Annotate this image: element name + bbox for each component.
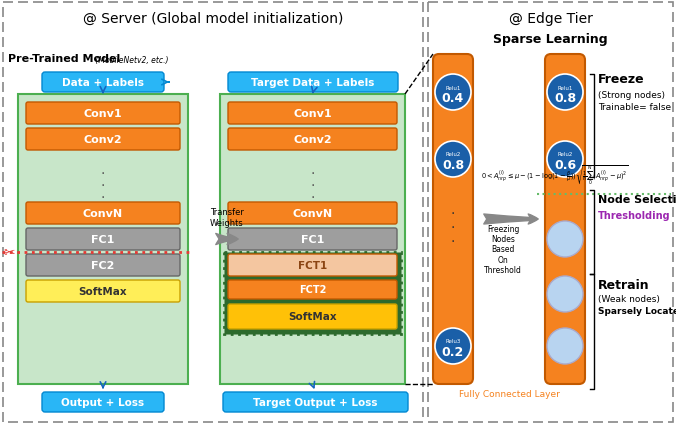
Text: Freezing
Nodes
Based
On
Threshold: Freezing Nodes Based On Threshold	[484, 224, 522, 275]
FancyBboxPatch shape	[228, 129, 397, 151]
Text: Conv2: Conv2	[84, 135, 122, 145]
Text: 0.2: 0.2	[442, 346, 464, 359]
Text: Relu2: Relu2	[445, 152, 460, 157]
Text: FC2: FC2	[91, 261, 115, 270]
Circle shape	[435, 328, 471, 364]
FancyBboxPatch shape	[545, 55, 585, 384]
Text: (Strong nodes): (Strong nodes)	[598, 91, 665, 100]
Circle shape	[547, 276, 583, 312]
Text: 0.4: 0.4	[442, 92, 464, 105]
Text: .: .	[451, 230, 455, 244]
FancyBboxPatch shape	[224, 252, 401, 334]
Text: Conv2: Conv2	[293, 135, 332, 145]
Text: (Weak nodes): (Weak nodes)	[598, 294, 660, 303]
Text: Fully Connected Layer: Fully Connected Layer	[458, 390, 560, 399]
FancyBboxPatch shape	[26, 280, 180, 302]
Text: Relu2: Relu2	[557, 152, 573, 157]
Text: Conv1: Conv1	[293, 109, 332, 119]
Text: .: .	[310, 162, 315, 177]
Text: ConvN: ConvN	[83, 208, 123, 219]
FancyBboxPatch shape	[428, 3, 673, 422]
Text: SoftMax: SoftMax	[78, 286, 127, 297]
Circle shape	[547, 222, 583, 258]
Text: 0.8: 0.8	[554, 92, 576, 105]
FancyBboxPatch shape	[26, 202, 180, 225]
FancyBboxPatch shape	[228, 280, 397, 299]
Circle shape	[547, 328, 583, 364]
Circle shape	[547, 141, 583, 177]
Text: $0 < A_{nrp}^{(i)} \leq \mu-(1-\log(1-\frac{\beta}{\mu}))\sqrt{\frac{1}{n}\sum_{: $0 < A_{nrp}^{(i)} \leq \mu-(1-\log(1-\f…	[481, 163, 629, 187]
FancyBboxPatch shape	[26, 129, 180, 151]
Text: FC1: FC1	[301, 234, 324, 244]
Text: @ Edge Tier: @ Edge Tier	[508, 12, 592, 26]
Text: Freeze: Freeze	[598, 73, 645, 86]
Text: Relu1: Relu1	[445, 85, 460, 90]
Text: FCT2: FCT2	[299, 285, 327, 295]
FancyBboxPatch shape	[433, 55, 473, 384]
Text: 0.6: 0.6	[554, 159, 576, 172]
Text: ConvN: ConvN	[293, 208, 333, 219]
Text: Output + Loss: Output + Loss	[62, 397, 145, 407]
Text: @ Server (Global model initialization): @ Server (Global model initialization)	[83, 12, 343, 26]
FancyBboxPatch shape	[42, 73, 164, 93]
FancyBboxPatch shape	[220, 95, 405, 384]
Text: Relu1: Relu1	[557, 85, 573, 90]
FancyBboxPatch shape	[26, 229, 180, 251]
Text: Pre-Trained Model: Pre-Trained Model	[8, 54, 120, 64]
Text: Conv1: Conv1	[84, 109, 122, 119]
Text: Sparsely Located: Sparsely Located	[598, 306, 676, 315]
FancyBboxPatch shape	[223, 392, 408, 412]
Text: SoftMax: SoftMax	[288, 312, 337, 322]
FancyBboxPatch shape	[228, 73, 398, 93]
Circle shape	[435, 75, 471, 111]
FancyBboxPatch shape	[228, 254, 397, 276]
Text: (MobileNetv2, etc.): (MobileNetv2, etc.)	[93, 55, 168, 64]
Text: Sparse Learning: Sparse Learning	[493, 32, 608, 46]
Text: Thresholding: Thresholding	[598, 211, 671, 220]
Text: Target Data + Labels: Target Data + Labels	[251, 78, 375, 88]
Text: .: .	[101, 187, 105, 201]
FancyBboxPatch shape	[26, 254, 180, 276]
Text: ✂: ✂	[3, 245, 15, 259]
Text: .: .	[310, 187, 315, 201]
FancyBboxPatch shape	[228, 202, 397, 225]
Text: Transfer
Weights: Transfer Weights	[210, 208, 244, 227]
FancyBboxPatch shape	[26, 103, 180, 125]
Text: Retrain: Retrain	[598, 279, 650, 291]
FancyBboxPatch shape	[228, 229, 397, 251]
FancyBboxPatch shape	[228, 103, 397, 125]
Text: .: .	[310, 175, 315, 189]
Text: .: .	[451, 202, 455, 216]
Text: Relu3: Relu3	[445, 339, 460, 344]
FancyBboxPatch shape	[18, 95, 188, 384]
Text: .: .	[451, 216, 455, 230]
Text: Trainable= false: Trainable= false	[598, 103, 671, 112]
Text: Target Output + Loss: Target Output + Loss	[254, 397, 378, 407]
Text: .: .	[101, 162, 105, 177]
Text: Node Selection: Node Selection	[598, 194, 676, 205]
Text: FCT1: FCT1	[298, 261, 327, 270]
Text: FC1: FC1	[91, 234, 115, 244]
Circle shape	[547, 75, 583, 111]
Text: .: .	[101, 175, 105, 189]
FancyBboxPatch shape	[228, 304, 397, 329]
FancyBboxPatch shape	[3, 3, 423, 422]
Text: 0.8: 0.8	[442, 159, 464, 172]
FancyBboxPatch shape	[42, 392, 164, 412]
Text: Data + Labels: Data + Labels	[62, 78, 144, 88]
Circle shape	[435, 141, 471, 177]
